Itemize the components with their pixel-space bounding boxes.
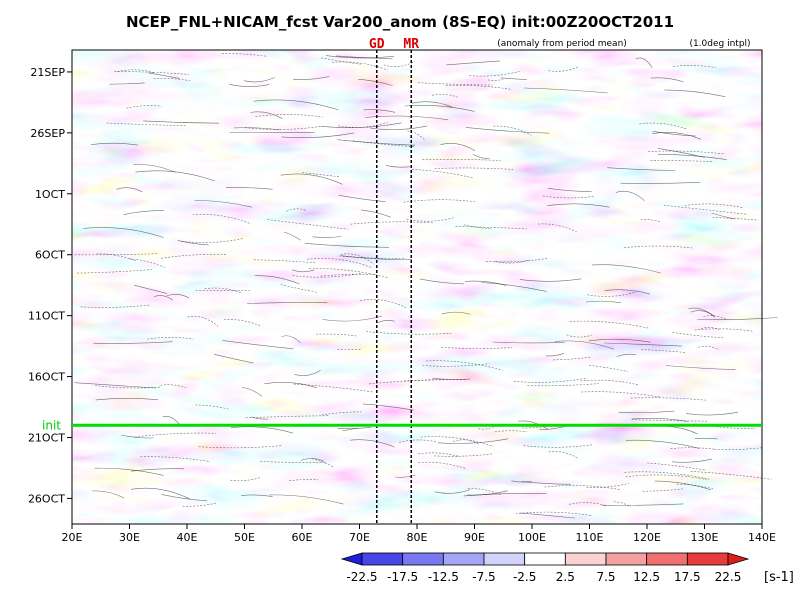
colorbar-box bbox=[402, 552, 444, 566]
colorbar-box bbox=[483, 552, 526, 566]
colorbar-tick-label: -7.5 bbox=[472, 570, 495, 584]
x-tick-label: 120E bbox=[633, 531, 661, 544]
colorbar-box bbox=[646, 552, 688, 566]
colorbar-high-extend bbox=[727, 552, 750, 566]
colorbar-tick-label: -12.5 bbox=[428, 570, 459, 584]
anomaly-field bbox=[72, 50, 762, 524]
colorbar-box bbox=[361, 552, 404, 566]
y-tick-label: 1OCT bbox=[35, 188, 65, 201]
x-tick-label: 30E bbox=[119, 531, 140, 544]
colorbar-box bbox=[686, 552, 729, 566]
colorbar-tick-label: -2.5 bbox=[513, 570, 536, 584]
colorbar-box bbox=[442, 552, 485, 566]
y-tick-label: 21OCT bbox=[28, 431, 65, 444]
colorbar-tick-label: 17.5 bbox=[674, 570, 701, 584]
x-tick-label: 90E bbox=[464, 531, 485, 544]
chart-title: NCEP_FNL+NICAM_fcst Var200_anom (8S-EQ) … bbox=[126, 13, 674, 31]
colorbar-box bbox=[605, 552, 648, 566]
colorbar-box bbox=[524, 552, 566, 566]
x-tick-label: 60E bbox=[292, 531, 313, 544]
y-tick-label: 26SEP bbox=[30, 127, 65, 140]
y-tick-label: 21SEP bbox=[30, 66, 65, 79]
colorbar-tick-label: 7.5 bbox=[596, 570, 615, 584]
colorbar-tick-label: 22.5 bbox=[715, 570, 742, 584]
station-markers: GD MR bbox=[369, 37, 419, 524]
x-tick-label: 110E bbox=[576, 531, 604, 544]
x-axis: 20E 30E 40E 50E 60E 70E 80E 90E 100E 110E 120E 130E… bbox=[62, 524, 776, 544]
colorbar-unit: [s-1] bbox=[764, 570, 794, 585]
y-axis: 21SEP 26SEP 1OCT 6OCT 11OCT 16OCT 21OCT 26OCT bbox=[28, 66, 72, 505]
x-tick-label: 20E bbox=[62, 531, 83, 544]
x-tick-label: 70E bbox=[349, 531, 370, 544]
subtitle-left: (anomaly from period mean) bbox=[497, 39, 627, 49]
colorbar-tick-label: -17.5 bbox=[387, 570, 418, 584]
colorbar-tick-label: 2.5 bbox=[556, 570, 575, 584]
x-tick-label: 130E bbox=[691, 531, 719, 544]
x-tick-label: 140E bbox=[748, 531, 776, 544]
marker-label-gd: GD bbox=[369, 37, 385, 52]
x-tick-label: 80E bbox=[407, 531, 428, 544]
plot-area bbox=[71, 49, 778, 525]
colorbar: -22.5 -17.5 -12.5 -7.5 -2.5 2.5 7.5 12.5 17.5 22.… bbox=[340, 552, 750, 584]
y-tick-label: 26OCT bbox=[28, 492, 65, 505]
init-label: init bbox=[42, 418, 61, 432]
y-tick-label: 6OCT bbox=[35, 249, 65, 262]
colorbar-box bbox=[564, 552, 607, 566]
y-tick-label: 16OCT bbox=[28, 371, 65, 384]
colorbar-tick-label: -22.5 bbox=[346, 570, 377, 584]
marker-label-mr: MR bbox=[403, 37, 419, 52]
colorbar-tick-label: 12.5 bbox=[633, 570, 660, 584]
subtitle-right: (1.0deg intpl) bbox=[689, 39, 750, 49]
x-tick-label: 40E bbox=[177, 531, 198, 544]
x-tick-label: 50E bbox=[234, 531, 255, 544]
colorbar-low-extend bbox=[340, 552, 363, 566]
y-tick-label: 11OCT bbox=[28, 310, 65, 323]
contour-lines bbox=[74, 53, 778, 519]
x-tick-label: 100E bbox=[518, 531, 546, 544]
